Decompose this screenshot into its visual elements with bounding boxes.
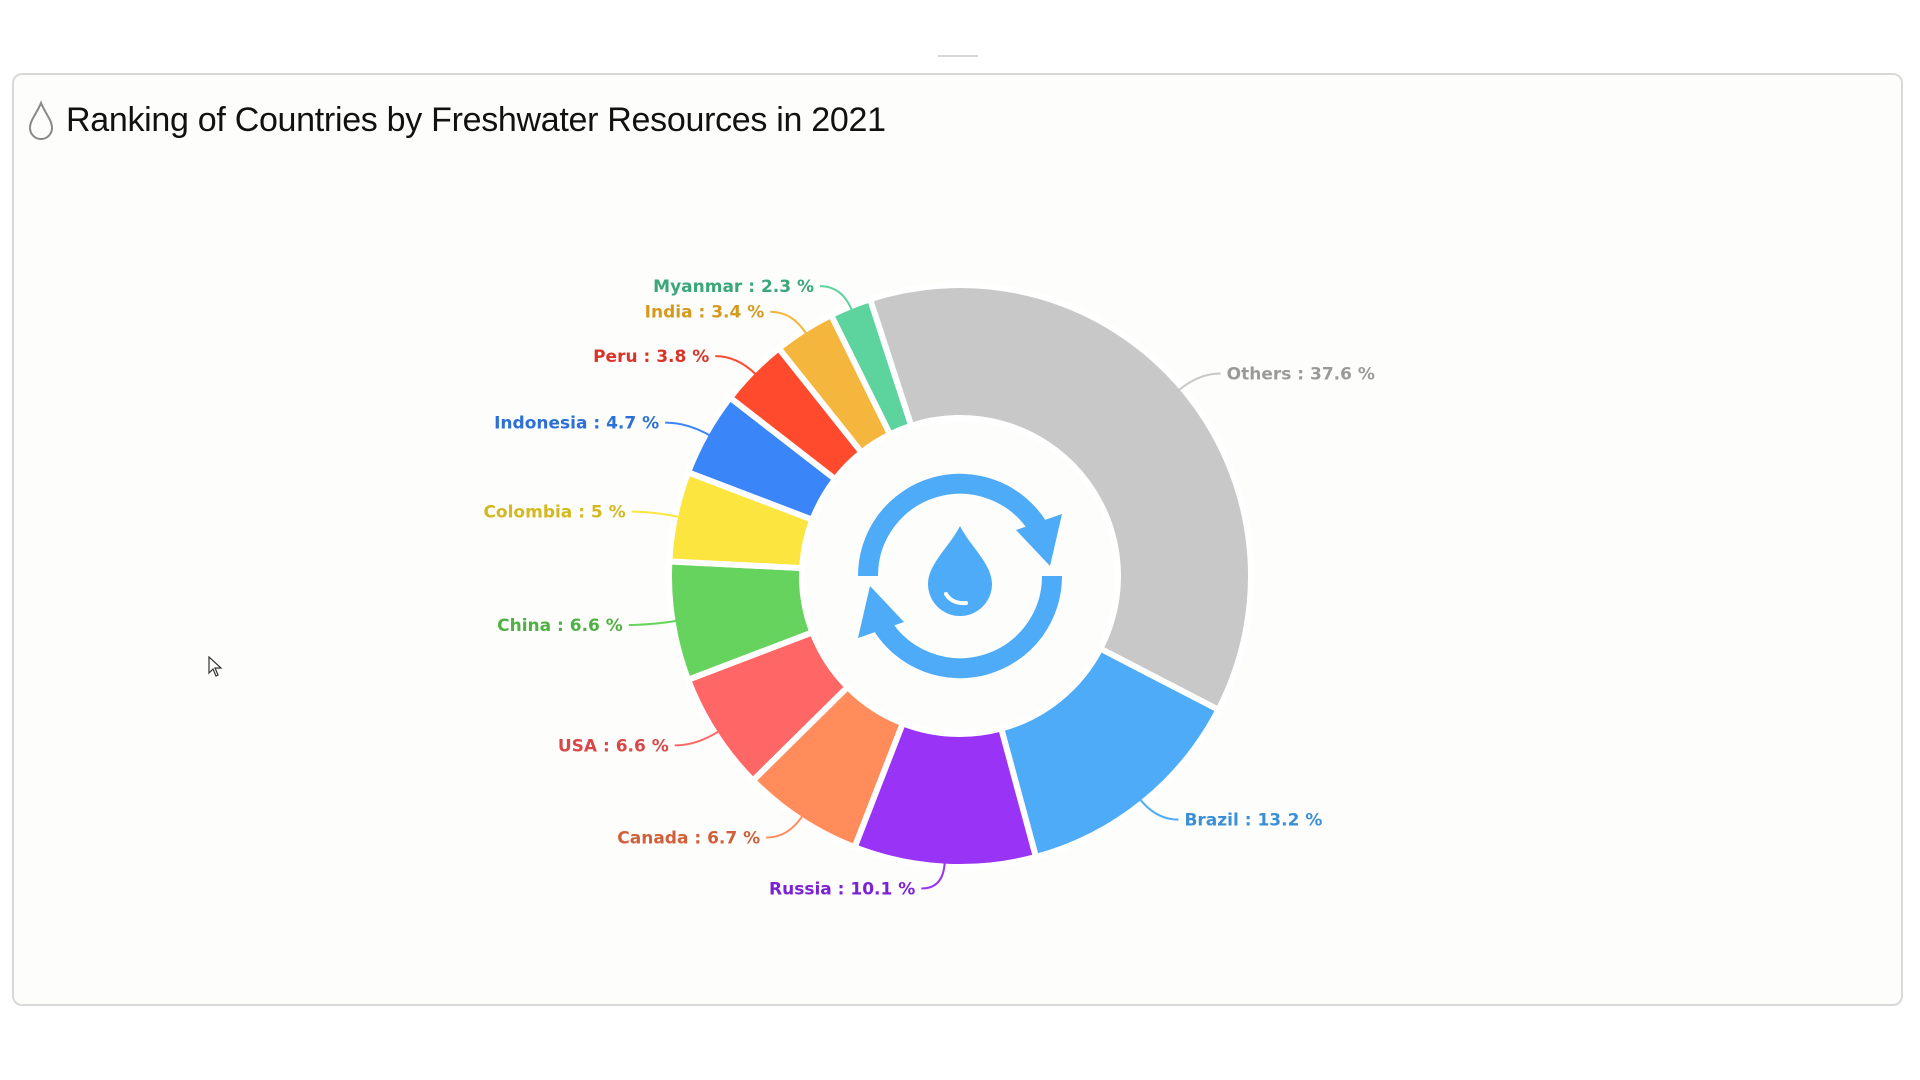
leader-line-brazil <box>1139 798 1179 821</box>
leader-line-peru <box>715 355 757 376</box>
labels-group: Others : 37.6 % Brazil : 13.2 % Russia : 1… <box>483 277 1374 899</box>
data-label-china: China : 6.6 % <box>497 616 623 636</box>
leader-line-canada <box>766 815 804 839</box>
data-label-others: Others : 37.6 % <box>1227 364 1375 384</box>
leader-line-colombia <box>631 510 680 518</box>
data-label-canada: Canada : 6.7 % <box>617 829 760 849</box>
data-label-russia: Russia : 10.1 % <box>769 880 915 900</box>
leader-line-russia <box>921 862 946 890</box>
leader-line-indonesia <box>665 421 711 437</box>
slices-group <box>666 282 1254 870</box>
data-label-brazil: Brazil : 13.2 % <box>1184 811 1322 831</box>
data-label-myanmar: Myanmar : 2.3 % <box>653 277 814 297</box>
slice-myanmar[interactable] <box>827 295 915 439</box>
slice-others[interactable] <box>866 282 1254 714</box>
chart-title: Ranking of Countries by Freshwater Resou… <box>66 100 886 139</box>
mouse-cursor-icon <box>208 656 223 677</box>
leader-line-usa <box>674 730 720 747</box>
drag-handle[interactable] <box>938 55 978 57</box>
data-label-indonesia: Indonesia : 4.7 % <box>494 414 659 434</box>
leader-line-china <box>628 619 677 626</box>
leader-line-others <box>1178 372 1221 392</box>
leader-line-india <box>770 310 808 335</box>
leader-line-myanmar <box>820 285 853 311</box>
data-label-colombia: Colombia : 5 % <box>483 503 625 523</box>
water-drop-outline-icon <box>28 100 54 140</box>
chart-header: Ranking of Countries by Freshwater Resou… <box>26 100 886 140</box>
water-cycle-icon <box>857 473 1063 679</box>
data-label-india: India : 3.4 % <box>645 303 765 323</box>
data-label-peru: Peru : 3.8 % <box>593 347 709 367</box>
data-label-usa: USA : 6.6 % <box>558 736 669 756</box>
